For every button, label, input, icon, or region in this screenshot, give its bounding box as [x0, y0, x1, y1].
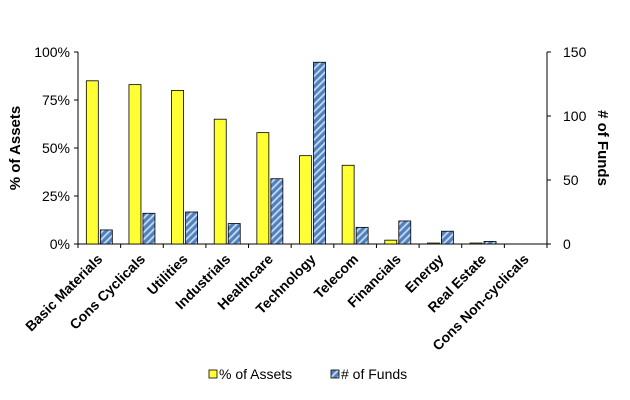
bar-funds — [185, 211, 198, 245]
bar-assets — [384, 239, 398, 245]
bar-funds — [483, 241, 497, 245]
bar-assets — [85, 80, 99, 245]
legend-label-assets: % of Assets — [219, 366, 292, 382]
bar-assets — [171, 90, 184, 245]
bar-assets — [469, 242, 483, 245]
y-axis-left-title: % of Assets — [7, 106, 24, 190]
y-left-tick-label: 50% — [42, 140, 70, 156]
y-left-tick-label: 25% — [42, 188, 70, 204]
bars — [85, 61, 497, 245]
bar-funds — [227, 223, 241, 245]
legend-swatch-assets — [208, 369, 218, 379]
legend: % of Assets # of Funds — [208, 366, 407, 382]
x-tick-label: Cons Cyclicals — [66, 251, 148, 333]
y-left-tick-label: 75% — [42, 92, 70, 108]
y-left-tick-label: 0% — [50, 236, 70, 252]
bar-assets — [427, 242, 440, 245]
y-left-tick-label: 100% — [34, 44, 70, 60]
legend-label-funds: # of Funds — [341, 366, 407, 382]
bar-funds — [355, 226, 369, 245]
bar-funds — [142, 212, 156, 245]
bar-funds — [313, 61, 326, 245]
bar-assets — [128, 84, 142, 245]
bar-funds — [398, 220, 412, 245]
bar-assets — [299, 155, 312, 245]
bar-funds — [99, 229, 113, 245]
x-tick-label: Basic Materials — [22, 251, 106, 335]
y-right-tick-label: 100 — [563, 108, 587, 124]
y-axis-right-title: # of Funds — [594, 110, 611, 186]
legend-swatch-funds — [330, 369, 340, 379]
y-right-tick-label: 0 — [563, 236, 571, 252]
bar-assets — [341, 164, 355, 245]
bar-funds — [270, 178, 284, 245]
y-right-tick-label: 50 — [563, 172, 579, 188]
bar-assets — [256, 132, 270, 245]
bar-funds — [441, 230, 454, 245]
y-right-tick-label: 150 — [563, 44, 587, 60]
bar-assets — [213, 118, 227, 245]
